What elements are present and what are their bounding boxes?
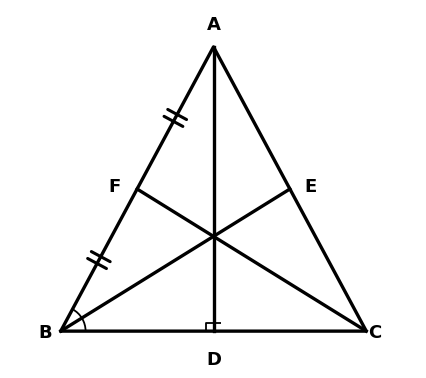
Text: F: F (109, 178, 121, 196)
Text: A: A (206, 16, 220, 34)
Text: D: D (205, 351, 221, 369)
Text: B: B (38, 324, 52, 342)
Text: E: E (303, 178, 316, 196)
Text: C: C (368, 324, 381, 342)
